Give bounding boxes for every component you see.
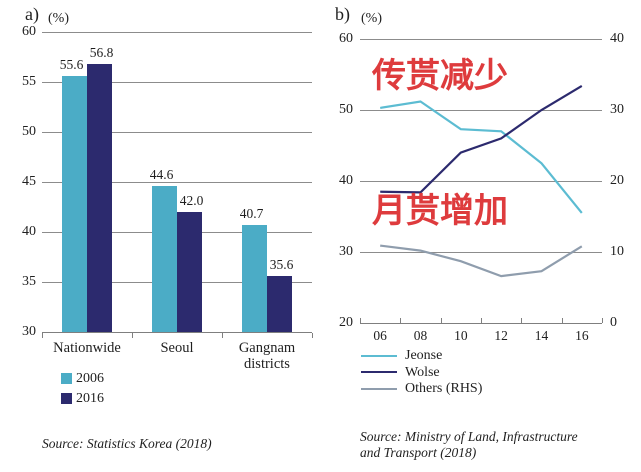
y-axis-tick-55: 55 <box>22 74 36 89</box>
series-line-wolse <box>380 84 583 194</box>
panel-b-line-chart: b) (%) 20 0 30 10 40 20 50 30 60 40 06 08 10 12 14 16 传… <box>321 0 641 472</box>
annotation-wolse-increase: 月贳增加 <box>372 191 508 231</box>
bar-value-label: 40.7 <box>239 206 264 221</box>
x-axis-label-06: 06 <box>373 328 387 343</box>
x-axis-tick-0 <box>360 318 361 323</box>
category-label-nationwide: Nationwide <box>53 340 121 356</box>
x-axis-tick-6 <box>602 318 603 323</box>
legend-item-2016: 2016 <box>61 391 104 406</box>
panel-b-source-line2: and Transport (2018) <box>360 445 477 460</box>
y-axis-tick-50: 50 <box>22 124 36 139</box>
y-axis-tick-30: 30 <box>22 324 36 339</box>
x-axis-tick-2 <box>222 333 223 338</box>
x-axis-tick-1 <box>400 318 402 323</box>
series-line-jeonse <box>380 100 583 214</box>
gridline-60 <box>42 32 312 33</box>
panel-b-source: Source: Ministry of Land, Infrastructure… <box>360 429 630 461</box>
x-axis-tick-2 <box>440 318 442 323</box>
x-axis-label-14: 14 <box>534 328 549 343</box>
bar-2016-seoul <box>177 212 202 332</box>
legend-swatch-2006 <box>61 373 72 384</box>
gridline-60 <box>360 39 602 40</box>
panel-b-label: b) <box>335 4 350 24</box>
right-axis-tick-40: 40 <box>610 31 624 46</box>
x-axis-label-12: 12 <box>494 328 508 343</box>
bar-value-label: 44.6 <box>149 167 174 182</box>
legend-item-jeonse: Jeonse <box>361 348 442 363</box>
legend-label-2006: 2006 <box>76 371 104 386</box>
x-axis-label-10: 10 <box>454 328 468 343</box>
right-axis-tick-10: 10 <box>610 244 624 259</box>
x-axis-tick-3 <box>312 333 313 338</box>
x-axis-line <box>360 323 602 324</box>
x-axis-tick-1 <box>132 333 133 338</box>
legend-item-others--rhs-: Others (RHS) <box>361 381 482 396</box>
legend-swatch-line <box>361 354 397 357</box>
bar-value-label: 56.8 <box>89 45 114 60</box>
x-axis-tick-5 <box>561 318 563 323</box>
y-axis-tick-40: 40 <box>22 224 36 239</box>
panel-b-source-line1: Source: Ministry of Land, Infrastructure <box>360 429 578 444</box>
gridline-30 <box>42 332 312 333</box>
panel-a-label: a) <box>25 4 39 24</box>
left-axis-tick-40: 40 <box>339 173 353 188</box>
y-axis-tick-45: 45 <box>22 174 36 189</box>
left-axis-tick-20: 20 <box>339 315 353 330</box>
bar-2016-gangnam <box>267 276 292 332</box>
x-axis-label-16: 16 <box>575 328 589 343</box>
legend-label: Others (RHS) <box>405 381 483 396</box>
panel-b-unit-label: (%) <box>361 11 382 26</box>
x-axis-label-08: 08 <box>413 328 428 343</box>
line-series-svg <box>380 84 583 278</box>
gridline-50 <box>360 110 602 111</box>
x-axis-tick-0 <box>42 333 43 338</box>
category-label-seoul: Seoul <box>160 340 194 356</box>
bar-value-label: 55.6 <box>59 57 84 72</box>
panel-a-source: Source: Statistics Korea (2018) <box>42 436 212 451</box>
legend-swatch-line <box>361 387 397 390</box>
bar-value-label: 42.0 <box>179 193 204 208</box>
right-axis-tick-0: 0 <box>610 315 617 330</box>
legend-item-wolse: Wolse <box>361 365 440 380</box>
right-axis-tick-30: 30 <box>610 102 624 117</box>
category-label-gangnam: Gangnam districts <box>238 340 296 372</box>
gridline-50 <box>42 132 312 133</box>
x-axis-tick-4 <box>521 318 523 323</box>
legend-swatch-line <box>361 371 397 373</box>
legend-swatch-2016 <box>61 393 72 404</box>
legend-item-2006: 2006 <box>61 371 104 386</box>
y-axis-tick-35: 35 <box>22 274 36 289</box>
panel-a-unit-label: (%) <box>48 11 69 26</box>
left-axis-tick-50: 50 <box>339 102 353 117</box>
series-line-others--rhs- <box>380 244 583 278</box>
panel-a-bar-chart: a) (%) 30 35 40 45 50 55 60 55.6 56.8 Nationwide 4… <box>22 4 313 451</box>
left-axis-tick-30: 30 <box>339 244 353 259</box>
left-axis-tick-60: 60 <box>339 31 353 46</box>
gridline-45 <box>42 182 312 183</box>
bar-2006-gangnam <box>242 225 267 332</box>
legend-label: Wolse <box>405 364 440 380</box>
bar-value-label: 35.6 <box>269 257 294 272</box>
bar-2006-nationwide <box>62 76 87 332</box>
gridline-55 <box>42 82 312 83</box>
right-axis-tick-20: 20 <box>610 173 624 188</box>
legend-label-2016: 2016 <box>76 391 104 406</box>
bar-2006-seoul <box>152 186 177 332</box>
annotation-jeonse-decrease: 传贳减少 <box>372 56 508 96</box>
bar-2016-nationwide <box>87 64 112 332</box>
x-axis-tick-3 <box>481 318 482 323</box>
gridline-30 <box>360 252 602 253</box>
y-axis-tick-60: 60 <box>22 24 36 39</box>
gridline-40 <box>360 181 602 182</box>
legend-label: Jeonse <box>405 348 443 363</box>
